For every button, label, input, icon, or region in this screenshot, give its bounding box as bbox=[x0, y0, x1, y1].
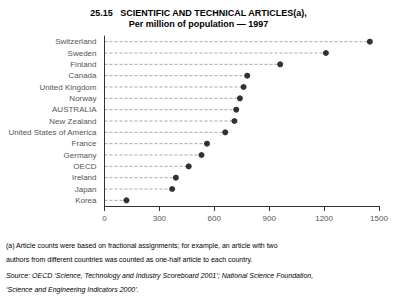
svg-text:authors from different countri: authors from different countries was cou… bbox=[6, 256, 252, 264]
svg-text:Canada: Canada bbox=[68, 71, 97, 80]
svg-text:Per million of population — 19: Per million of population — 1997 bbox=[129, 19, 269, 29]
svg-text:AUSTRALIA: AUSTRALIA bbox=[52, 105, 97, 114]
svg-text:900: 900 bbox=[263, 214, 277, 223]
svg-text:‘Science and Engineering Indic: ‘Science and Engineering Indicators 2000… bbox=[6, 286, 139, 294]
svg-text:600: 600 bbox=[208, 214, 222, 223]
svg-text:Korea: Korea bbox=[75, 196, 97, 205]
svg-text:1200: 1200 bbox=[315, 214, 333, 223]
svg-text:OECD: OECD bbox=[73, 162, 96, 171]
svg-text:(a) Article counts were based: (a) Article counts were based on fractio… bbox=[6, 242, 278, 250]
svg-text:Norway: Norway bbox=[69, 94, 96, 103]
svg-text:Japan: Japan bbox=[75, 185, 97, 194]
svg-text:Source: OECD ‘Science, Technol: Source: OECD ‘Science, Technology and In… bbox=[6, 272, 313, 280]
svg-text:300: 300 bbox=[153, 214, 167, 223]
svg-text:Germany: Germany bbox=[64, 151, 97, 160]
svg-text:25.15 SCIENTIFIC AND TECHNIC: 25.15 SCIENTIFIC AND TECHNICAL ARTICLES(… bbox=[90, 8, 307, 18]
svg-text:Finland: Finland bbox=[70, 60, 96, 69]
svg-text:1500: 1500 bbox=[370, 214, 388, 223]
svg-text:Switzerland: Switzerland bbox=[55, 37, 96, 46]
svg-text:France: France bbox=[72, 139, 97, 148]
svg-text:New Zealand: New Zealand bbox=[49, 117, 96, 126]
svg-text:Ireland: Ireland bbox=[72, 173, 96, 182]
svg-text:Sweden: Sweden bbox=[68, 49, 97, 58]
svg-text:United States of America: United States of America bbox=[8, 128, 97, 137]
svg-text:0: 0 bbox=[102, 214, 107, 223]
svg-text:United Kingdom: United Kingdom bbox=[40, 83, 97, 92]
